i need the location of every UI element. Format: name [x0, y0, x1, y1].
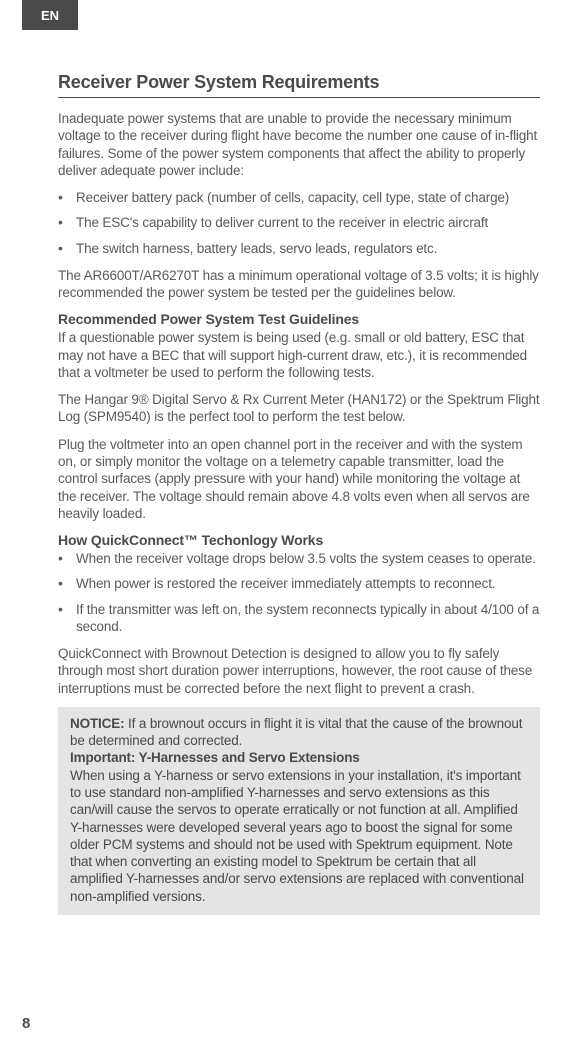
language-tab: EN [22, 0, 78, 30]
notice-box: NOTICE: If a brownout occurs in flight i… [58, 707, 540, 915]
power-components-list: Receiver battery pack (number of cells, … [58, 189, 540, 257]
notice-subtitle: Important: Y-Harnesses and Servo Extensi… [70, 749, 528, 766]
list-item: The ESC's capability to deliver current … [58, 214, 540, 231]
section1-p2: The Hangar 9® Digital Servo & Rx Current… [58, 391, 540, 426]
page-number: 8 [22, 1015, 30, 1032]
page-content: Receiver Power System Requirements Inade… [58, 72, 540, 915]
section1-p3: Plug the voltmeter into an open channel … [58, 436, 540, 522]
voltage-note: The AR6600T/AR6270T has a minimum operat… [58, 267, 540, 302]
section1-p1: If a questionable power system is being … [58, 329, 540, 381]
list-item: When the receiver voltage drops below 3.… [58, 550, 540, 567]
list-item: The switch harness, battery leads, servo… [58, 240, 540, 257]
quickconnect-list: When the receiver voltage drops below 3.… [58, 550, 540, 635]
notice-label: NOTICE: [70, 716, 124, 731]
list-item: If the transmitter was left on, the syst… [58, 601, 540, 636]
section-title-quickconnect: How QuickConnect™ Techonlogy Works [58, 532, 540, 548]
list-item: When power is restored the receiver imme… [58, 575, 540, 592]
intro-paragraph: Inadequate power systems that are unable… [58, 110, 540, 179]
notice-line1: NOTICE: If a brownout occurs in flight i… [70, 715, 528, 750]
section2-p1: QuickConnect with Brownout Detection is … [58, 645, 540, 697]
list-item: Receiver battery pack (number of cells, … [58, 189, 540, 206]
section-title-test-guidelines: Recommended Power System Test Guidelines [58, 311, 540, 327]
notice-text1: If a brownout occurs in flight it is vit… [70, 716, 522, 748]
notice-text2: When using a Y-harness or servo extensio… [70, 767, 528, 905]
main-heading: Receiver Power System Requirements [58, 72, 540, 98]
